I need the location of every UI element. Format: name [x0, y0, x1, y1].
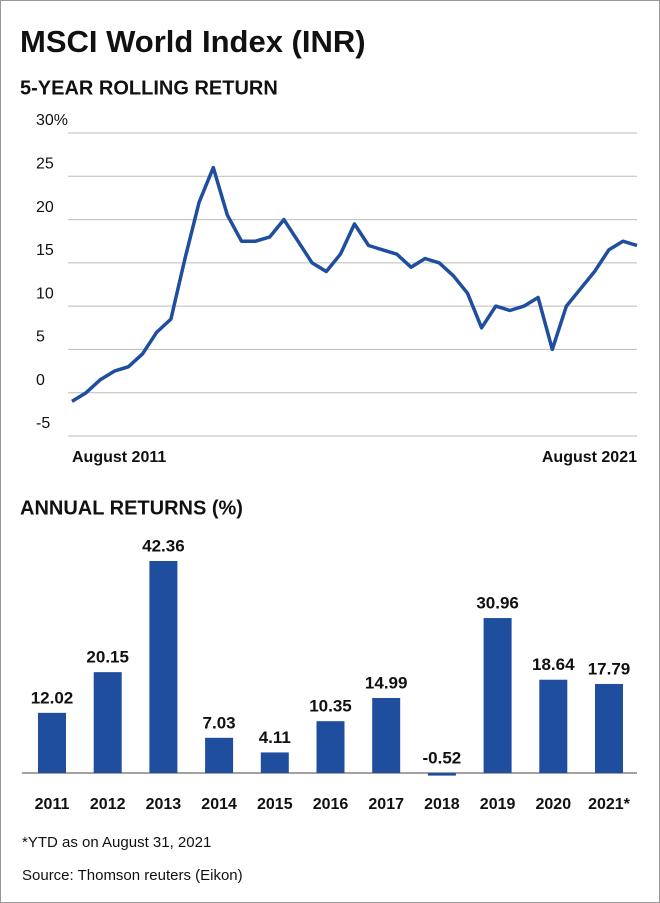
y-tick-label: 10 — [36, 285, 54, 302]
value-label: 20.15 — [86, 648, 129, 667]
chart-title: 5-YEAR ROLLING RETURN — [20, 77, 278, 99]
y-tick-label: 30% — [36, 112, 68, 129]
y-tick-label: 5 — [36, 329, 45, 346]
x-tick-label: 2014 — [201, 796, 237, 813]
x-tick-label: August 2021 — [542, 449, 637, 466]
value-label: -0.52 — [423, 748, 462, 767]
y-tick-label: -5 — [36, 415, 50, 432]
y-tick-label: 20 — [36, 199, 54, 216]
bar — [595, 683, 623, 773]
bar — [483, 618, 512, 773]
bar — [372, 697, 401, 773]
footnote: *YTD as on August 31, 2021 — [22, 834, 211, 851]
value-label: 30.96 — [476, 594, 519, 613]
y-tick-label: 25 — [36, 156, 54, 173]
bar — [316, 721, 345, 773]
bar — [205, 737, 234, 773]
value-label: 7.03 — [203, 713, 236, 732]
value-label: 4.11 — [259, 728, 291, 747]
x-tick-label: 2013 — [146, 796, 182, 813]
value-label: 10.35 — [309, 697, 352, 716]
page-title: MSCI World Index (INR) — [20, 24, 366, 59]
bar — [427, 773, 456, 776]
x-tick-label: 2012 — [90, 796, 126, 813]
x-tick-label: 2011 — [35, 796, 70, 813]
x-tick-label: 2021* — [588, 796, 631, 813]
source-note: Source: Thomson reuters (Eikon) — [22, 867, 243, 884]
value-label: 12.02 — [31, 688, 74, 707]
x-tick-label: August 2011 — [72, 449, 166, 466]
x-tick-label: 2015 — [257, 796, 293, 813]
x-tick-label: 2016 — [313, 796, 349, 813]
y-tick-label: 15 — [36, 242, 54, 259]
bar — [93, 672, 122, 773]
value-label: 42.36 — [142, 536, 185, 555]
x-tick-label: 2018 — [424, 796, 460, 813]
value-label: 14.99 — [365, 673, 408, 692]
y-tick-label: 0 — [36, 372, 45, 389]
value-label: 18.64 — [532, 655, 575, 674]
bar — [149, 561, 178, 773]
x-tick-label: 2020 — [536, 796, 572, 813]
bar — [539, 679, 568, 773]
value-label: 17.79 — [588, 659, 631, 678]
x-tick-label: 2017 — [368, 796, 404, 813]
x-tick-label: 2019 — [480, 796, 516, 813]
line-series — [71, 165, 638, 403]
bar — [38, 712, 66, 773]
chart-title: ANNUAL RETURNS (%) — [20, 497, 243, 519]
bar — [260, 752, 289, 773]
